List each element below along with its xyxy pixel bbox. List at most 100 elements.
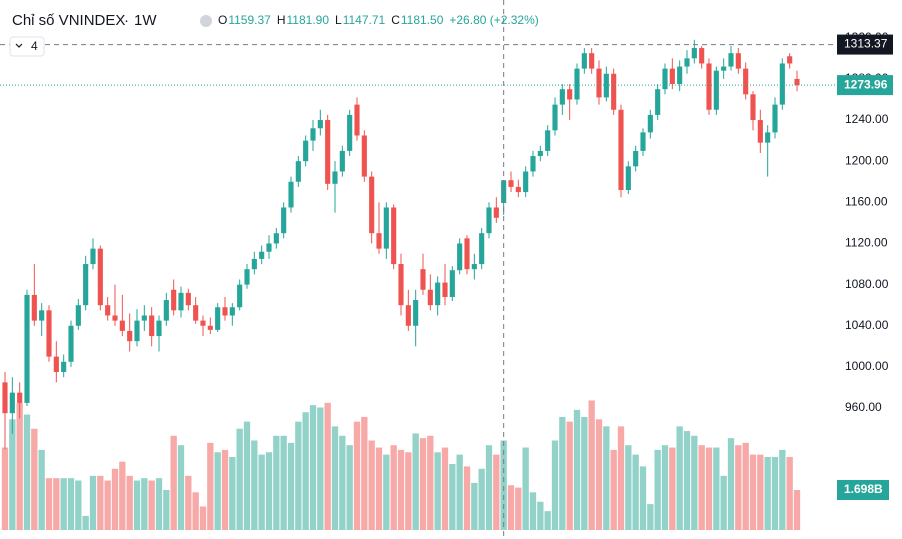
y-tick-label: 1160.00: [845, 195, 888, 209]
y-tick-label: 960.00: [845, 400, 882, 414]
volume-bar: [779, 449, 786, 530]
candle-body: [119, 320, 125, 331]
volume-bar: [434, 452, 441, 530]
volume-bar: [551, 440, 559, 530]
volume-bar: [493, 454, 500, 530]
candle-body: [743, 68, 749, 95]
candle-body: [486, 207, 492, 234]
volume-bar: [478, 468, 485, 530]
candle-body: [200, 320, 206, 326]
last-volume-label: 1.698B: [844, 482, 883, 496]
volume-bar: [405, 452, 412, 530]
indicator-toggle[interactable]: [9, 36, 45, 57]
candle-body: [207, 325, 213, 330]
candle-body: [310, 128, 316, 141]
volume-bar: [60, 478, 67, 530]
volume-bar: [771, 456, 779, 530]
volume-bar: [544, 511, 551, 530]
volume-bar: [295, 421, 302, 530]
volume-bar: [258, 454, 265, 530]
candle-body: [112, 315, 118, 321]
candle-body: [537, 150, 543, 157]
candle-body: [17, 392, 23, 403]
volume-bar: [610, 449, 617, 530]
legend-value: 1181.90: [287, 13, 330, 27]
candle-body: [31, 294, 37, 321]
volume-bar: [287, 442, 295, 530]
candle-body: [420, 269, 426, 290]
candle-body: [684, 58, 690, 67]
volume-bar: [786, 456, 793, 530]
volume-bar: [471, 482, 478, 530]
volume-bar: [221, 449, 229, 530]
plot: [0, 0, 835, 539]
candle-body: [46, 310, 52, 357]
candle-body: [61, 361, 67, 373]
candle-body: [530, 156, 536, 172]
volume-bar: [441, 447, 449, 530]
candle-body: [68, 325, 74, 362]
volume-bar: [89, 475, 97, 530]
volume-bar: [104, 480, 111, 530]
candle-body: [185, 292, 191, 306]
volume-bar: [449, 464, 456, 530]
volume-bar: [126, 475, 133, 530]
volume-bar: [265, 452, 273, 530]
volume-bar: [713, 447, 720, 530]
legend-key: O: [218, 13, 227, 27]
volume-bar: [331, 426, 339, 530]
volume-bar: [603, 426, 610, 530]
volume-bar: [573, 409, 581, 530]
volume-bar: [97, 475, 104, 530]
candle-body: [266, 243, 272, 252]
candle-body: [765, 132, 771, 143]
volume-bar: [1, 447, 9, 530]
status-dot[interactable]: [200, 15, 212, 27]
volume-bar: [427, 435, 434, 530]
candle-body: [523, 171, 529, 193]
candle-body: [435, 282, 441, 306]
volume-bar: [683, 431, 691, 530]
candle-body: [237, 284, 243, 308]
volume-bar: [273, 435, 280, 530]
volume-bar: [397, 449, 405, 530]
candle-body: [53, 356, 59, 373]
crosshair-price-box: [837, 34, 893, 55]
legend-value: 1181.50: [401, 13, 444, 27]
volume-bar: [346, 445, 353, 530]
candle-body: [24, 294, 30, 403]
candle-body: [149, 315, 155, 337]
volume-bar: [236, 428, 243, 530]
candle-body: [464, 238, 470, 270]
candle-body: [787, 56, 793, 64]
candle-body: [427, 289, 433, 306]
candle-body: [625, 166, 631, 190]
candle-body: [193, 305, 199, 321]
legend-change: +26.80 (+2.32%): [449, 13, 538, 27]
volume-bar: [375, 447, 383, 530]
volume-bar: [632, 454, 639, 530]
volume-bar: [757, 454, 764, 530]
candle-body: [134, 320, 140, 342]
ohlc-legend: O 1159.37 H 1181.90 L 1147.71 C 1181.50 +26.80 (…: [218, 13, 539, 27]
overlay: Chỉ số VNINDEX · 1W O 1159.37 H 1181.90 L 114…: [9, 12, 893, 501]
volume-bar: [764, 456, 771, 530]
candle-body: [405, 305, 411, 326]
volume-bar: [720, 475, 727, 530]
candle-body: [647, 114, 653, 133]
candle-body: [669, 68, 675, 85]
legend-key: H: [277, 13, 286, 27]
volume-bar: [625, 445, 632, 530]
volume-bar: [793, 490, 801, 530]
candle-body: [163, 300, 169, 321]
candle-body: [574, 68, 580, 100]
volume-bar: [309, 405, 317, 530]
candle-body: [772, 104, 778, 133]
candle-body: [713, 70, 719, 110]
volume-bar: [192, 492, 199, 530]
volume-bar: [639, 466, 647, 530]
candle-body: [295, 161, 301, 182]
candle-body: [354, 104, 360, 136]
volume-bar: [581, 416, 588, 530]
candle-body: [105, 305, 111, 316]
